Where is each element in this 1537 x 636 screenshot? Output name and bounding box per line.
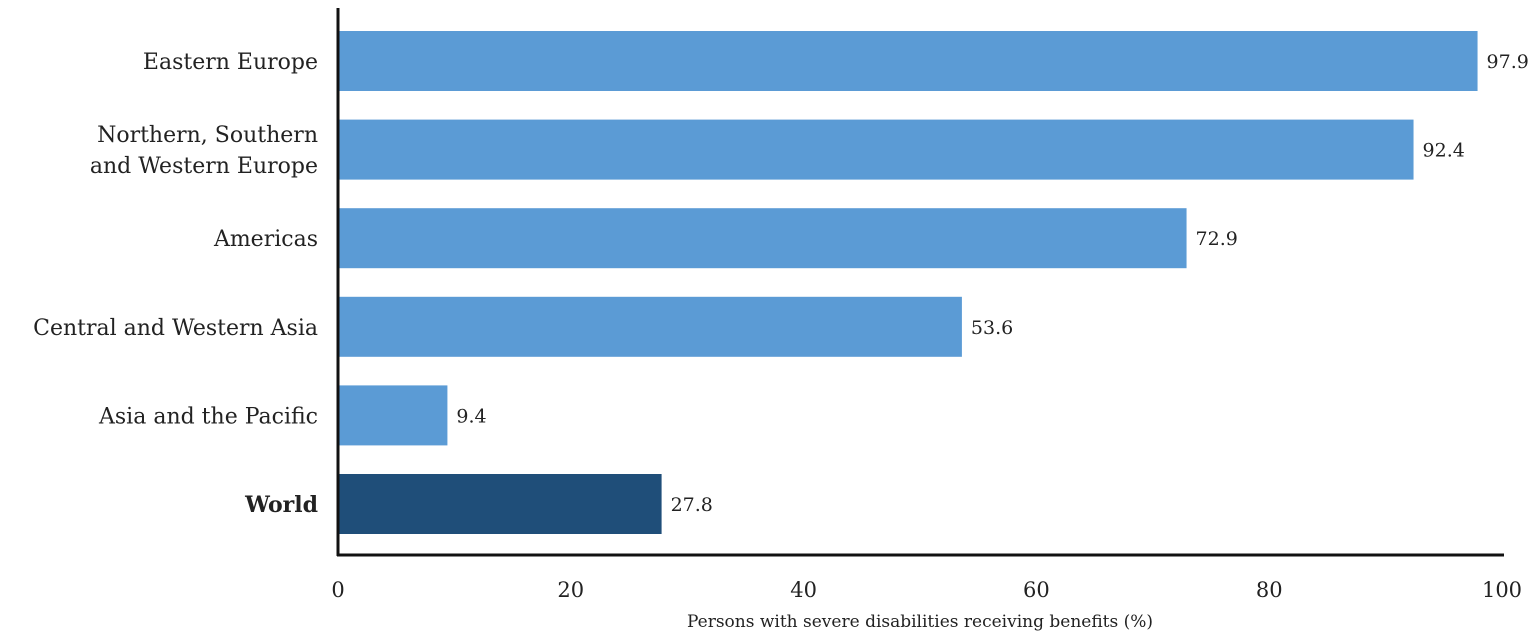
x-tick-label: 0 [331,578,344,602]
category-label-line: Northern, Southern [97,123,318,148]
x-tick-label: 80 [1256,578,1283,602]
x-axis-ticks: 0 20 40 60 80 100 [331,578,1522,602]
value-label: 92.4 [1423,140,1465,162]
category-label-line: Eastern Europe [143,50,318,75]
bar [338,119,1414,180]
bar [338,31,1478,91]
value-label: 97.9 [1487,51,1529,73]
bar [338,474,662,534]
value-label: 27.8 [671,494,713,516]
axes [336,8,1504,557]
category-label-line: Asia and the Pacific [98,404,318,429]
x-tick-label: 20 [557,578,584,602]
category-label: Central and Western Asia [33,316,318,341]
value-labels: 97.9 92.4 72.9 53.6 9.4 27.8 [456,51,1528,516]
bar [338,296,962,357]
category-label-line: World [244,492,318,518]
value-label: 53.6 [971,317,1013,339]
category-label: Northern, Southern and Western Europe [90,123,318,179]
value-label: 9.4 [456,405,486,427]
category-label: World [244,492,318,518]
value-label: 72.9 [1196,228,1238,250]
category-label: Asia and the Pacific [98,404,318,429]
bar [338,208,1187,269]
category-labels: Eastern Europe Northern, Southern and West… [33,50,318,518]
category-label: Eastern Europe [143,50,318,75]
bars-layer [338,31,1478,534]
category-label: Americas [213,227,318,252]
x-tick-label: 40 [790,578,817,602]
x-tick-label: 100 [1482,578,1522,602]
x-axis-title: Persons with severe disabilities receivi… [687,612,1153,632]
category-label-line: Americas [213,227,318,252]
x-tick-label: 60 [1023,578,1050,602]
bar [338,385,448,446]
category-label-line: and Western Europe [90,154,318,179]
category-label-line: Central and Western Asia [33,316,318,341]
